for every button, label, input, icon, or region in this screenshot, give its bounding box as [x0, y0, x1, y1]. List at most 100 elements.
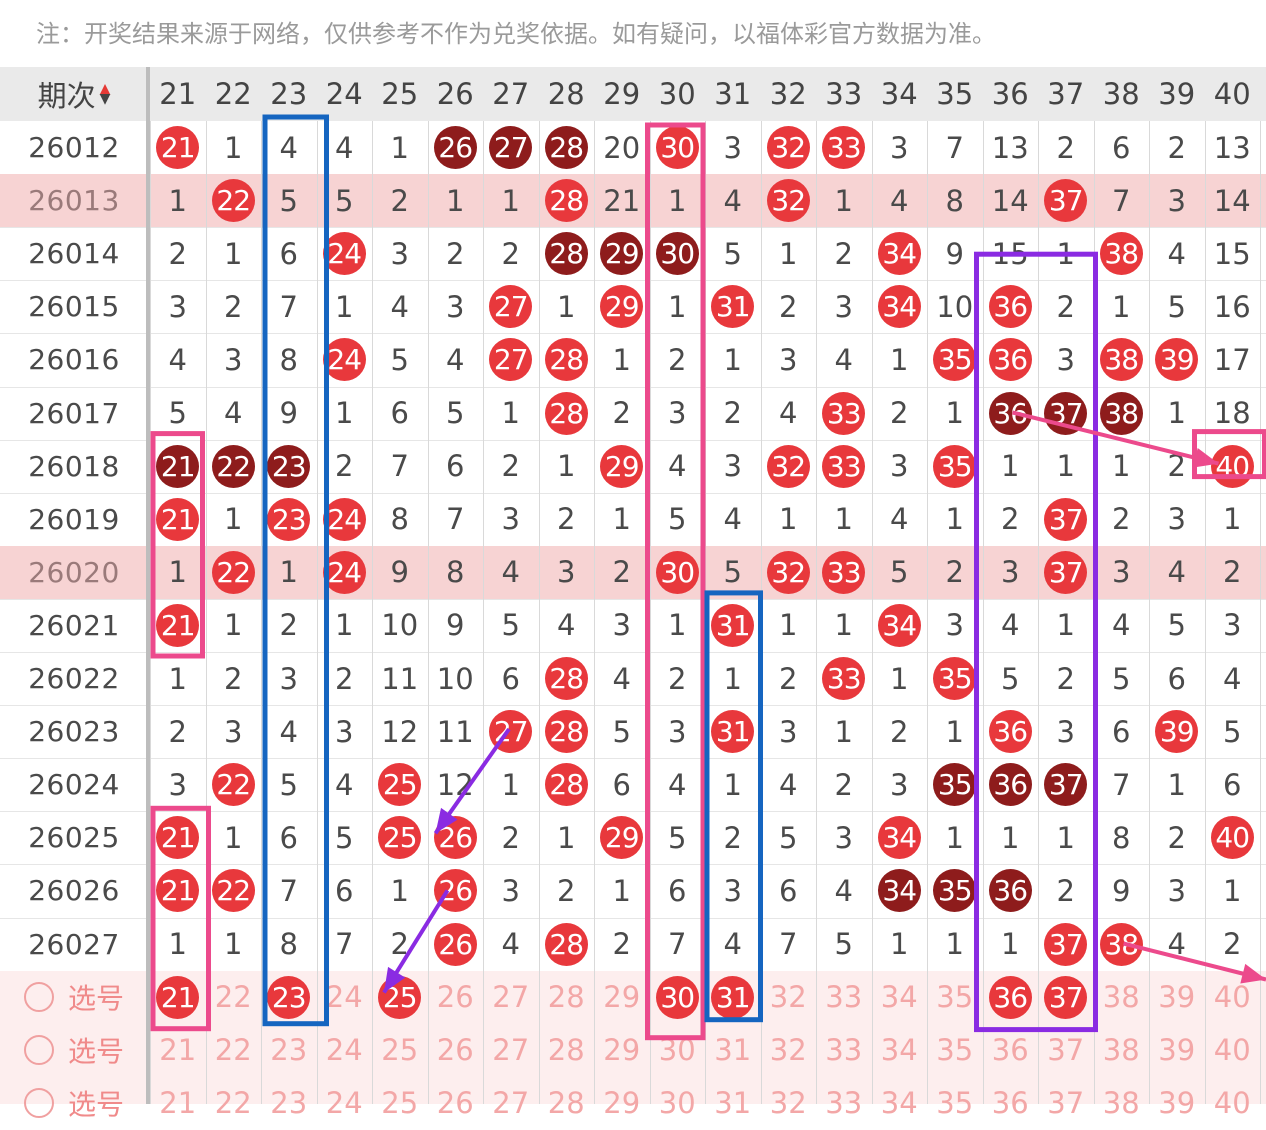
- pick-number[interactable]: 34: [872, 1077, 928, 1130]
- issue-column-header[interactable]: 期次▲▼: [0, 67, 148, 121]
- pick-number[interactable]: 26: [428, 1024, 484, 1077]
- pick-number[interactable]: 36: [983, 1077, 1039, 1130]
- radio-icon[interactable]: [24, 1035, 54, 1065]
- pick-number[interactable]: 22: [206, 1024, 262, 1077]
- column-header-28: 28: [539, 67, 595, 121]
- pick-number[interactable]: 22: [206, 1077, 262, 1130]
- pick-number[interactable]: 24: [317, 971, 373, 1024]
- pick-number[interactable]: 27: [483, 971, 539, 1024]
- pick-number[interactable]: 35: [927, 1077, 983, 1130]
- pick-number[interactable]: 21: [150, 971, 206, 1024]
- winning-ball: 34: [878, 604, 921, 647]
- table-cell: 29: [594, 811, 650, 864]
- sort-down-icon[interactable]: ▼: [100, 94, 111, 104]
- pick-row-label[interactable]: 选号: [0, 1024, 148, 1077]
- miss-count: 1: [594, 864, 650, 917]
- pick-row-label[interactable]: 选号: [0, 1077, 148, 1130]
- pick-number[interactable]: 28: [539, 971, 595, 1024]
- pick-number[interactable]: 35: [927, 1024, 983, 1077]
- pick-number[interactable]: 36: [983, 971, 1039, 1024]
- pick-number[interactable]: 33: [816, 1024, 872, 1077]
- pick-row-label[interactable]: 选号: [0, 971, 148, 1024]
- pick-number[interactable]: 25: [372, 971, 428, 1024]
- pick-number[interactable]: 37: [1038, 1024, 1094, 1077]
- pick-number[interactable]: 39: [1149, 1077, 1205, 1130]
- winning-ball: 33: [822, 126, 865, 169]
- table-cell: 26: [428, 864, 484, 917]
- miss-count: 1: [872, 652, 928, 705]
- pick-number[interactable]: 26: [428, 1077, 484, 1130]
- column-header-23: 23: [261, 67, 317, 121]
- pick-number[interactable]: 24: [317, 1024, 373, 1077]
- pick-number[interactable]: 39: [1149, 971, 1205, 1024]
- pick-number[interactable]: 30: [650, 971, 706, 1024]
- pick-number[interactable]: 27: [483, 1024, 539, 1077]
- miss-count: 3: [872, 758, 928, 811]
- pick-number[interactable]: 32: [761, 1024, 817, 1077]
- pick-number[interactable]: 28: [539, 1024, 595, 1077]
- miss-count: 10: [428, 652, 484, 705]
- pick-number[interactable]: 25: [372, 1024, 428, 1077]
- pick-number[interactable]: 23: [261, 971, 317, 1024]
- winning-ball: 22: [212, 763, 255, 806]
- radio-icon[interactable]: [24, 1088, 54, 1118]
- pick-number[interactable]: 22: [206, 971, 262, 1024]
- pick-number[interactable]: 24: [317, 1077, 373, 1130]
- pick-number[interactable]: 30: [650, 1024, 706, 1077]
- selected-ball[interactable]: 23: [267, 976, 310, 1019]
- miss-count: 3: [206, 705, 262, 758]
- pick-number[interactable]: 30: [650, 1077, 706, 1130]
- miss-count: 3: [816, 811, 872, 864]
- pick-number[interactable]: 31: [705, 1024, 761, 1077]
- winning-ball: 27: [489, 285, 532, 328]
- table-cell: 21: [150, 599, 206, 652]
- pick-number[interactable]: 31: [705, 971, 761, 1024]
- pick-number[interactable]: 38: [1094, 971, 1150, 1024]
- sort-icon[interactable]: ▲▼: [100, 84, 111, 104]
- pick-number[interactable]: 33: [816, 1077, 872, 1130]
- pick-number[interactable]: 37: [1038, 971, 1094, 1024]
- miss-count: 12: [372, 705, 428, 758]
- pick-number[interactable]: 29: [594, 971, 650, 1024]
- selected-ball[interactable]: 30: [656, 976, 699, 1019]
- table-cell: 33: [816, 546, 872, 599]
- pick-number[interactable]: 23: [261, 1077, 317, 1130]
- pick-number[interactable]: 37: [1038, 1077, 1094, 1130]
- pick-number[interactable]: 34: [872, 971, 928, 1024]
- pick-number[interactable]: 29: [594, 1077, 650, 1130]
- winning-ball: 33: [822, 392, 865, 435]
- pick-number[interactable]: 39: [1149, 1024, 1205, 1077]
- pick-number[interactable]: 21: [150, 1077, 206, 1130]
- pick-number[interactable]: 38: [1094, 1024, 1150, 1077]
- pick-number[interactable]: 26: [428, 971, 484, 1024]
- pick-number[interactable]: 31: [705, 1077, 761, 1130]
- pick-number[interactable]: 21: [150, 1024, 206, 1077]
- pick-number[interactable]: 32: [761, 971, 817, 1024]
- pick-number[interactable]: 40: [1205, 1024, 1261, 1077]
- radio-icon[interactable]: [24, 982, 54, 1012]
- selected-ball[interactable]: 37: [1044, 976, 1087, 1019]
- miss-count: 1: [483, 387, 539, 440]
- miss-count: 1: [1038, 811, 1094, 864]
- table-cell: 37: [1038, 387, 1094, 440]
- miss-count: 2: [983, 493, 1039, 546]
- pick-number[interactable]: 27: [483, 1077, 539, 1130]
- selected-ball[interactable]: 36: [989, 976, 1032, 1019]
- pick-number[interactable]: 36: [983, 1024, 1039, 1077]
- pick-number[interactable]: 34: [872, 1024, 928, 1077]
- pick-number[interactable]: 33: [816, 971, 872, 1024]
- selected-ball[interactable]: 21: [156, 976, 199, 1019]
- table-cell: 36: [983, 333, 1039, 386]
- winning-ball: 36: [989, 869, 1032, 912]
- pick-number[interactable]: 38: [1094, 1077, 1150, 1130]
- pick-number[interactable]: 28: [539, 1077, 595, 1130]
- pick-number[interactable]: 25: [372, 1077, 428, 1130]
- selected-ball[interactable]: 25: [378, 976, 421, 1019]
- pick-number[interactable]: 23: [261, 1024, 317, 1077]
- pick-number[interactable]: 35: [927, 971, 983, 1024]
- pick-number[interactable]: 29: [594, 1024, 650, 1077]
- selected-ball[interactable]: 31: [711, 976, 754, 1019]
- pick-number[interactable]: 32: [761, 1077, 817, 1130]
- pick-number[interactable]: 40: [1205, 1077, 1261, 1130]
- pick-number[interactable]: 40: [1205, 971, 1261, 1024]
